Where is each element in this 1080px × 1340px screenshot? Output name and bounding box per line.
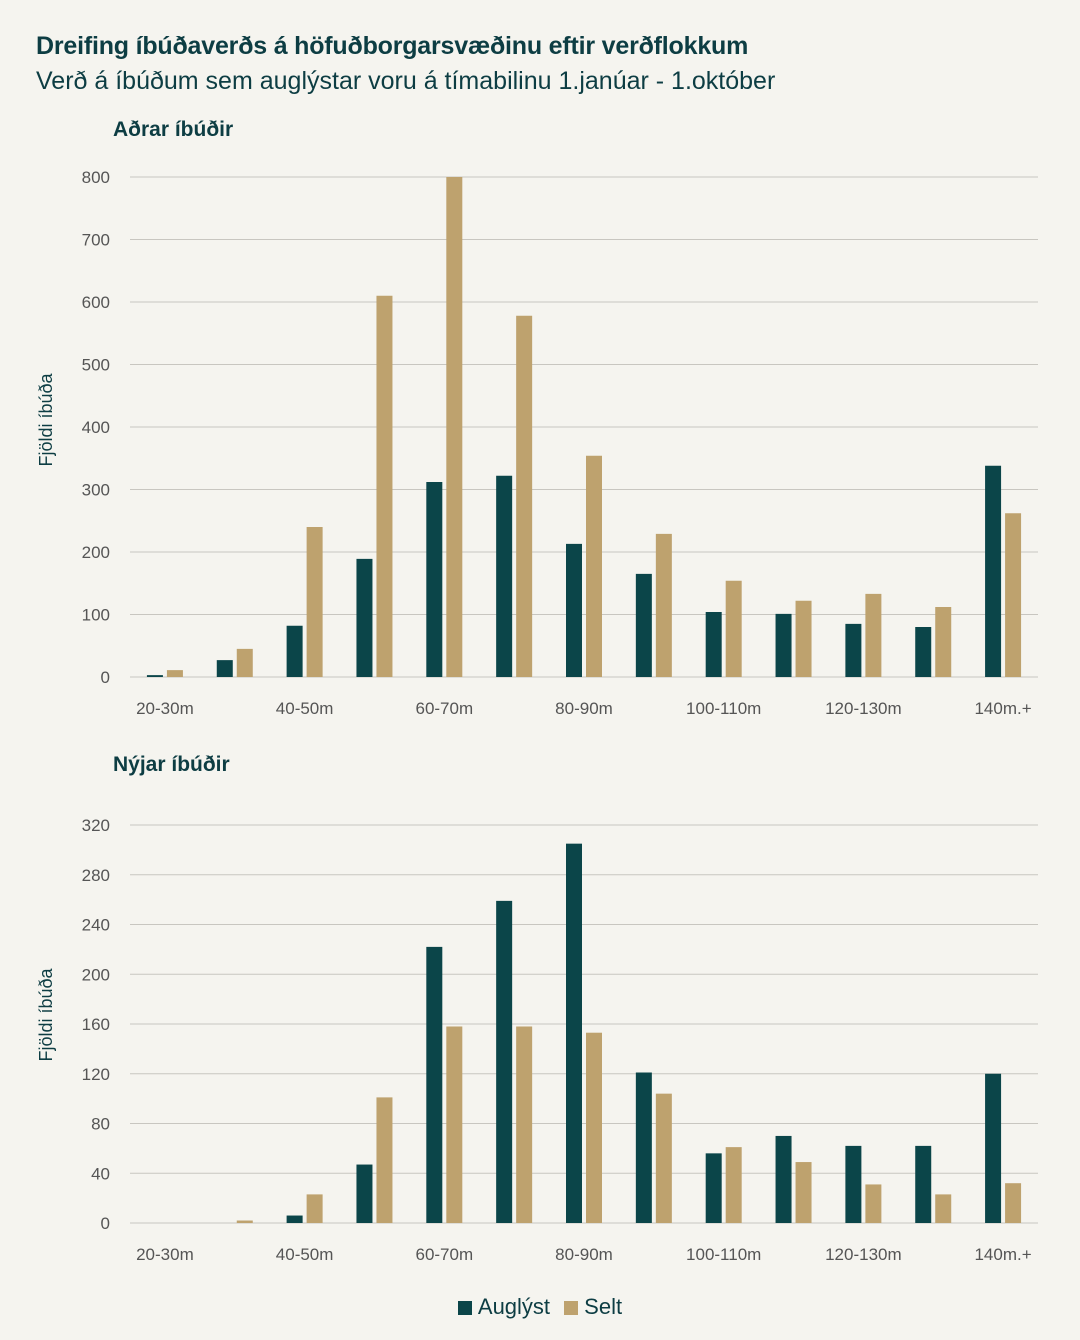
x-tick-label: 120-130m <box>825 699 902 718</box>
bar-auglyst <box>356 1164 373 1223</box>
bar-selt <box>725 1147 742 1223</box>
x-tick-label: 120-130m <box>825 1245 902 1264</box>
bar-selt <box>935 607 952 677</box>
bar-selt <box>516 315 533 677</box>
x-tick-label: 60-70m <box>415 699 473 718</box>
y-axis-title: Fjöldi íbúða <box>36 372 56 466</box>
bar-selt <box>236 648 253 677</box>
bar-selt <box>1005 513 1022 677</box>
bar-selt <box>376 295 393 677</box>
legend-swatch-auglyst <box>457 1301 472 1315</box>
y-tick-label: 240 <box>82 916 110 935</box>
y-tick-label: 160 <box>82 1015 110 1034</box>
bar-auglyst <box>915 1145 932 1223</box>
bar-auglyst <box>635 573 652 677</box>
bar-selt <box>446 177 463 677</box>
bar-auglyst <box>845 623 862 677</box>
y-tick-label: 300 <box>82 481 110 500</box>
bar-auglyst <box>775 613 792 677</box>
bar-selt <box>795 1162 812 1223</box>
bar-selt <box>865 593 882 677</box>
x-tick-label: 100-110m <box>686 699 761 718</box>
y-tick-label: 200 <box>82 543 110 562</box>
y-tick-label: 500 <box>82 356 110 375</box>
bar-selt <box>865 1184 882 1223</box>
y-tick-label: 200 <box>82 965 110 984</box>
y-tick-label: 100 <box>82 606 110 625</box>
bar-auglyst <box>426 482 443 677</box>
x-tick-label: 80-90m <box>555 1245 613 1264</box>
bar-auglyst <box>496 475 513 677</box>
y-tick-label: 0 <box>101 668 110 687</box>
y-tick-label: 120 <box>82 1065 110 1084</box>
bar-auglyst <box>146 675 163 677</box>
x-tick-label: 40-50m <box>276 699 334 718</box>
bar-auglyst <box>845 1145 862 1223</box>
x-tick-label: 40-50m <box>276 1245 334 1264</box>
bar-selt <box>935 1194 952 1223</box>
legend-label-auglyst: Auglýst <box>477 1294 551 1319</box>
x-tick-label: 140m.+ <box>974 699 1031 718</box>
bar-auglyst <box>635 1072 652 1223</box>
bar-selt <box>725 580 742 677</box>
bar-auglyst <box>286 1215 303 1223</box>
bar-auglyst <box>985 465 1002 677</box>
y-tick-label: 80 <box>91 1115 110 1134</box>
bar-auglyst <box>775 1135 792 1223</box>
y-tick-label: 40 <box>91 1164 110 1183</box>
bar-auglyst <box>496 900 513 1223</box>
bar-selt <box>795 600 812 677</box>
legend-label-selt: Selt <box>584 1294 623 1319</box>
bar-auglyst <box>426 946 443 1223</box>
y-tick-label: 320 <box>82 816 110 835</box>
chart-title: Dreifing íbúðaverðs á höfuðborgarsvæðinu… <box>36 32 749 60</box>
bar-selt <box>236 1220 253 1223</box>
legend: Auglýst Selt <box>0 1294 1080 1320</box>
x-tick-label: 60-70m <box>415 1245 473 1264</box>
x-tick-label: 100-110m <box>686 1245 761 1264</box>
bar-selt <box>586 1032 602 1223</box>
bar-selt <box>655 1093 672 1223</box>
y-tick-label: 400 <box>82 418 110 437</box>
bar-selt <box>446 1026 463 1223</box>
bar-selt <box>655 533 672 677</box>
bar-selt <box>376 1097 393 1223</box>
chart-subtitle: Verð á íbúðum sem auglýstar voru á tímab… <box>36 67 776 95</box>
x-tick-label: 80-90m <box>555 699 613 718</box>
bar-auglyst <box>356 558 373 677</box>
bar-auglyst <box>915 627 932 677</box>
bar-auglyst <box>566 543 582 677</box>
panel-title-nyjar: Nýjar íbúðir <box>113 753 230 776</box>
bar-selt <box>1005 1183 1022 1223</box>
bar-selt <box>306 1194 323 1223</box>
x-tick-label: 20-30m <box>136 1245 194 1264</box>
x-tick-label: 20-30m <box>136 699 194 718</box>
y-axis-title: Fjöldi íbúða <box>36 967 56 1061</box>
legend-swatch-selt <box>564 1301 579 1315</box>
y-tick-label: 0 <box>101 1214 110 1233</box>
panel-title-adrar: Aðrar íbúðir <box>113 118 234 141</box>
bar-auglyst <box>216 660 233 677</box>
bar-auglyst <box>985 1073 1002 1223</box>
bar-selt <box>516 1026 533 1223</box>
bar-auglyst <box>566 843 582 1223</box>
bar-selt <box>306 527 323 677</box>
y-tick-label: 280 <box>82 866 110 885</box>
y-tick-label: 600 <box>82 293 110 312</box>
x-tick-label: 140m.+ <box>974 1245 1031 1264</box>
bar-selt <box>586 455 602 677</box>
legend-item-selt: Selt <box>564 1294 622 1319</box>
bar-auglyst <box>286 625 303 677</box>
y-tick-label: 800 <box>82 168 110 187</box>
bar-auglyst <box>705 1153 722 1223</box>
bar-selt <box>166 670 183 677</box>
legend-item-auglyst: Auglýst <box>457 1294 551 1319</box>
bar-auglyst <box>705 612 722 677</box>
y-tick-label: 700 <box>82 231 110 250</box>
